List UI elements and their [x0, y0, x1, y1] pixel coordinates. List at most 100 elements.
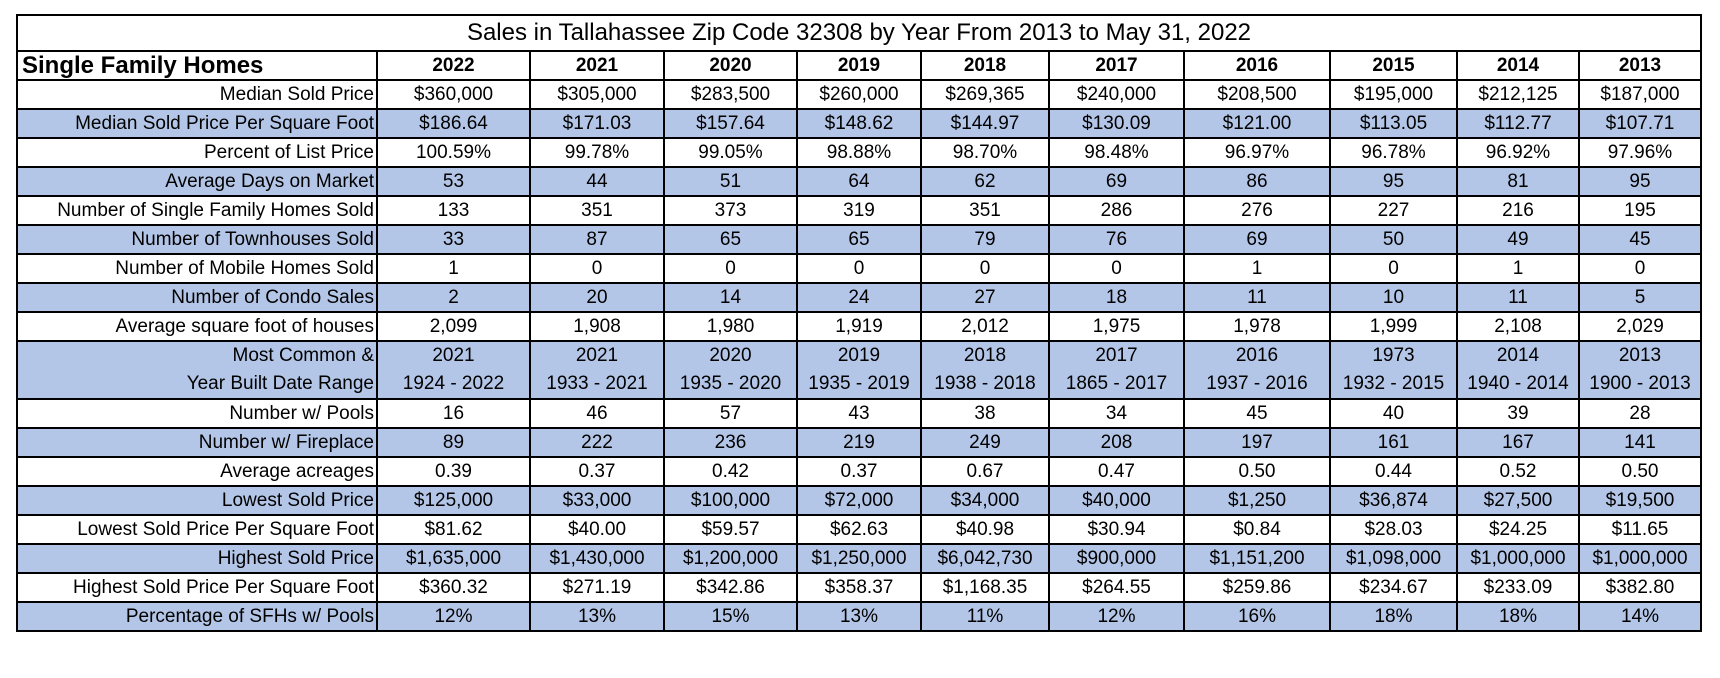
cell: 2,099 [376, 311, 531, 342]
table-row: Lowest Sold Price Per Square Foot $81.62 $… [16, 514, 1702, 545]
cell: $11.65 [1578, 514, 1702, 545]
cell: 79 [920, 224, 1050, 255]
cell: $1,098,000 [1329, 543, 1458, 574]
row-label: Number of Condo Sales [16, 282, 378, 313]
cell: 0 [1578, 253, 1702, 284]
row-label: Number of Townhouses Sold [16, 224, 378, 255]
cell: 5 [1578, 282, 1702, 313]
year-header: 2021 [529, 50, 665, 81]
cell: 1973 1932 - 2015 [1329, 340, 1458, 400]
year-header: 2017 [1048, 50, 1185, 81]
year-header: 2020 [663, 50, 798, 81]
cell: 286 [1048, 195, 1185, 226]
year-built-range: 1900 - 2013 [1589, 373, 1691, 394]
cell: 373 [663, 195, 798, 226]
cell: $24.25 [1456, 514, 1580, 545]
cell: 16% [1183, 601, 1331, 632]
row-label: Median Sold Price Per Square Foot [16, 108, 378, 139]
year-built-range: 1935 - 2019 [808, 373, 910, 394]
cell: 99.78% [529, 137, 665, 168]
row-label-line: Year Built Date Range [186, 373, 374, 394]
table-row: Average acreages 0.39 0.37 0.42 0.37 0.67 0.47… [16, 456, 1702, 487]
cell: 11% [920, 601, 1050, 632]
cell: 0.50 [1578, 456, 1702, 487]
cell: $113.05 [1329, 108, 1458, 139]
cell: 216 [1456, 195, 1580, 226]
cell: 2021 1924 - 2022 [376, 340, 531, 400]
cell: 222 [529, 427, 665, 458]
cell: $187,000 [1578, 79, 1702, 110]
table-row: Average square foot of houses 2,099 1,908 1… [16, 311, 1702, 342]
row-label: Average Days on Market [16, 166, 378, 197]
cell: 1,980 [663, 311, 798, 342]
cell: 38 [920, 398, 1050, 429]
cell: 95 [1578, 166, 1702, 197]
table-row: Lowest Sold Price $125,000 $33,000 $100,000… [16, 485, 1702, 516]
cell: $33,000 [529, 485, 665, 516]
cell: 89 [376, 427, 531, 458]
cell: $125,000 [376, 485, 531, 516]
table-title: Sales in Tallahassee Zip Code 32308 by Y… [16, 14, 1702, 52]
cell: 51 [663, 166, 798, 197]
most-common-year: 1973 [1372, 345, 1415, 366]
row-label: Number of Single Family Homes Sold [16, 195, 378, 226]
cell: $40.98 [920, 514, 1050, 545]
table-row: Average Days on Market 53 44 51 64 62 69 86 95 81… [16, 166, 1702, 197]
cell: 1,919 [796, 311, 922, 342]
cell: $130.09 [1048, 108, 1185, 139]
cell: 45 [1578, 224, 1702, 255]
most-common-year: 2017 [1095, 345, 1138, 366]
spreadsheet: Sales in Tallahassee Zip Code 32308 by Y… [16, 14, 1702, 632]
cell: $283,500 [663, 79, 798, 110]
cell: $0.84 [1183, 514, 1331, 545]
cell: $144.97 [920, 108, 1050, 139]
cell: 45 [1183, 398, 1331, 429]
row-label: Lowest Sold Price Per Square Foot [16, 514, 378, 545]
cell: 197 [1183, 427, 1331, 458]
cell: 219 [796, 427, 922, 458]
cell: 69 [1183, 224, 1331, 255]
cell: 96.92% [1456, 137, 1580, 168]
cell: $1,250,000 [796, 543, 922, 574]
cell: 43 [796, 398, 922, 429]
cell: 99.05% [663, 137, 798, 168]
cell: 49 [1456, 224, 1580, 255]
year-header: 2022 [376, 50, 531, 81]
cell: $1,200,000 [663, 543, 798, 574]
cell: 39 [1456, 398, 1580, 429]
cell: 2014 1940 - 2014 [1456, 340, 1580, 400]
cell: 11 [1456, 282, 1580, 313]
cell: $208,500 [1183, 79, 1331, 110]
cell: 1 [1456, 253, 1580, 284]
cell: 351 [529, 195, 665, 226]
cell: 2016 1937 - 2016 [1183, 340, 1331, 400]
cell: 0 [920, 253, 1050, 284]
cell: 0.42 [663, 456, 798, 487]
cell: 33 [376, 224, 531, 255]
table-row: Number w/ Fireplace 89 222 236 219 249 208 197 1… [16, 427, 1702, 458]
row-label: Number w/ Fireplace [16, 427, 378, 458]
cell: $171.03 [529, 108, 665, 139]
cell: 95 [1329, 166, 1458, 197]
cell: $1,000,000 [1578, 543, 1702, 574]
year-header: 2016 [1183, 50, 1331, 81]
cell: 76 [1048, 224, 1185, 255]
cell: $59.57 [663, 514, 798, 545]
cell: $360.32 [376, 572, 531, 603]
year-header: 2019 [796, 50, 922, 81]
cell: 69 [1048, 166, 1185, 197]
table-row: Number of Condo Sales 2 20 14 24 27 18 11 10 11 5 [16, 282, 1702, 313]
table-row: Number of Townhouses Sold 33 87 65 65 79 76 69 5… [16, 224, 1702, 255]
most-common-year: 2019 [837, 345, 881, 366]
cell: 13% [529, 601, 665, 632]
cell: 1 [1183, 253, 1331, 284]
row-label: Lowest Sold Price [16, 485, 378, 516]
year-built-range: 1865 - 2017 [1065, 373, 1168, 394]
cell: $81.62 [376, 514, 531, 545]
cell: 15% [663, 601, 798, 632]
cell: 34 [1048, 398, 1185, 429]
cell: $40,000 [1048, 485, 1185, 516]
cell: $259.86 [1183, 572, 1331, 603]
cell: 64 [796, 166, 922, 197]
table-row: Percentage of SFHs w/ Pools 12% 13% 15% 13% 1… [16, 601, 1702, 632]
